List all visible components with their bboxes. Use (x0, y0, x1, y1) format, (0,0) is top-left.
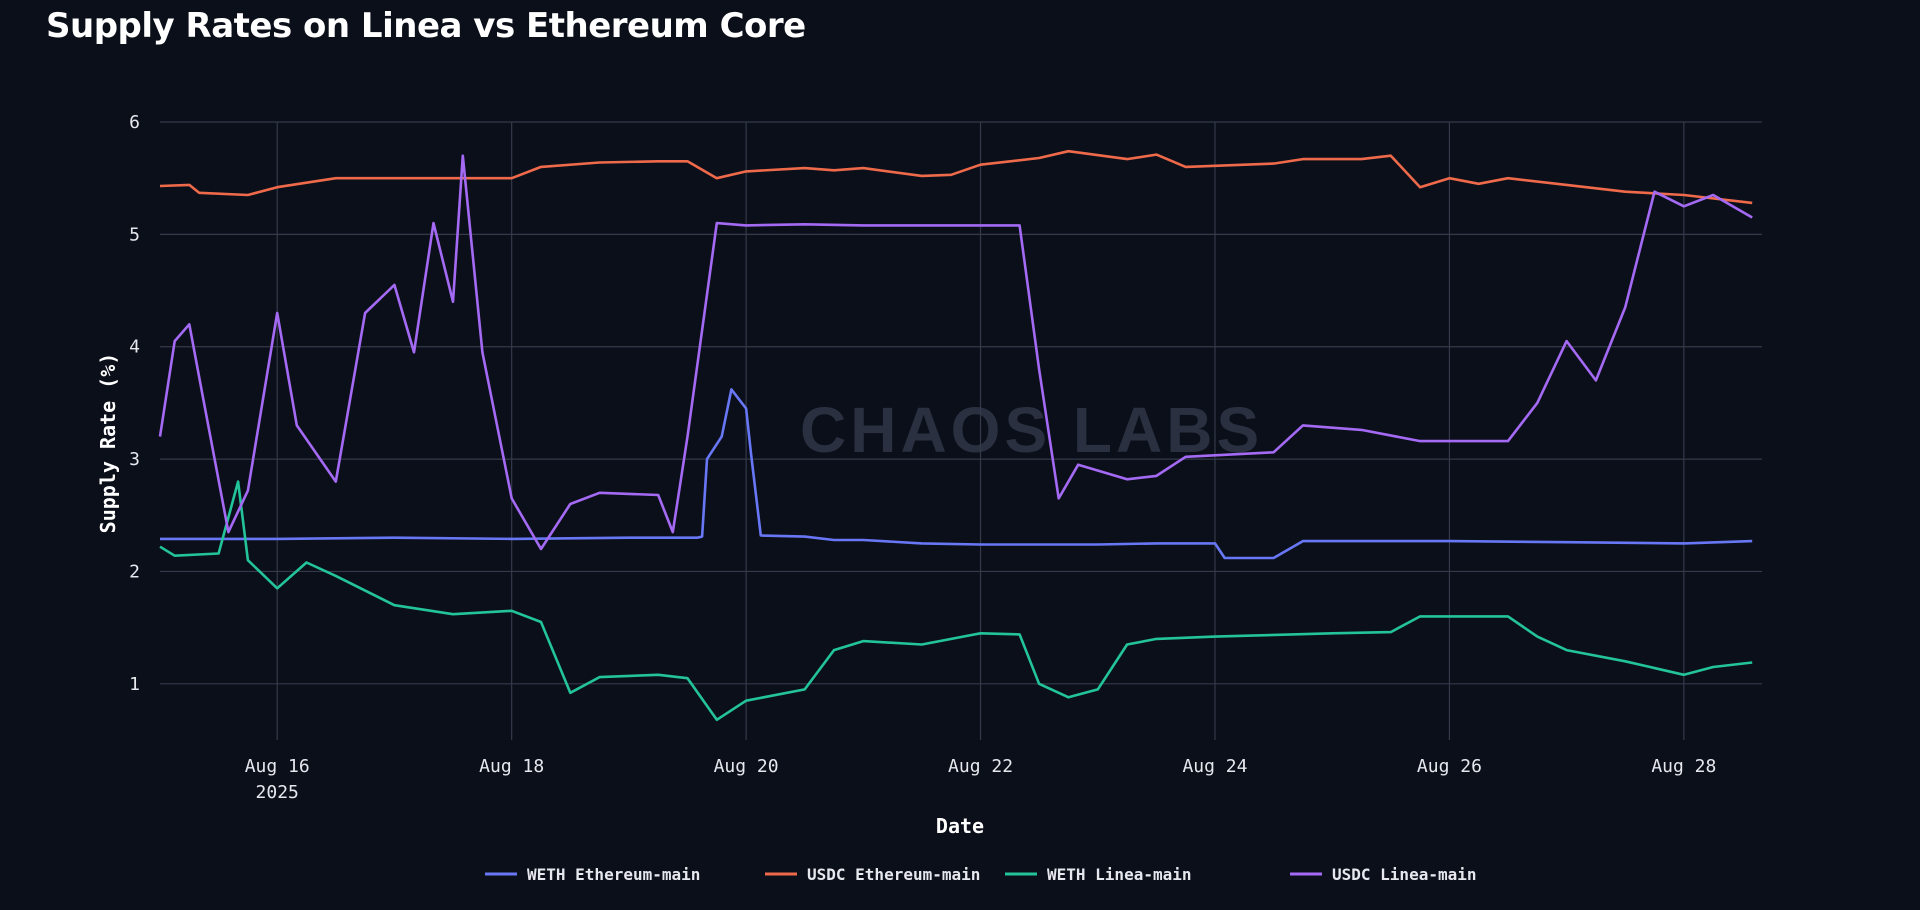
series-line-usdc-ethereum-main (159, 149, 1753, 205)
x-axis-title: Date (936, 814, 984, 838)
x-tick-label: Aug 18 (479, 756, 544, 777)
grid (160, 121, 1762, 740)
watermark: CHAOS LABS (800, 394, 1263, 466)
x-tick-label: Aug 24 (1182, 756, 1247, 777)
x-tick-label: Aug 22 (948, 756, 1013, 777)
x-tick-label: Aug 16 (245, 756, 310, 777)
series-line-weth-ethereum-main (160, 388, 1753, 560)
legend-label: USDC Ethereum-main (807, 865, 980, 884)
x-tick-label: Aug 26 (1417, 756, 1482, 777)
plot-area (158, 149, 1753, 722)
legend-label: WETH Ethereum-main (527, 865, 700, 884)
legend: WETH Ethereum-main USDC Ethereum-main WETH… (485, 865, 1477, 884)
y-tick-label: 5 (129, 224, 140, 245)
x-tick-sublabel: 2025 (256, 782, 299, 803)
y-tick-label: 1 (129, 674, 140, 695)
y-tick-label: 2 (129, 561, 140, 582)
legend-label: USDC Linea-main (1332, 865, 1477, 884)
y-tick-label: 6 (129, 112, 140, 133)
y-tick-label: 3 (129, 449, 140, 470)
x-tick-label: Aug 20 (714, 756, 779, 777)
chart-title: Supply Rates on Linea vs Ethereum Core (46, 6, 806, 46)
series-line-weth-linea-main (159, 480, 1753, 722)
legend-label: WETH Linea-main (1047, 865, 1192, 884)
y-tick-label: 4 (129, 337, 140, 358)
series-line-usdc-linea-main (158, 154, 1753, 551)
y-axis-title: Supply Rate (%) (96, 353, 120, 534)
y-axis: 1 2 3 4 5 6 (129, 112, 140, 695)
x-axis: Aug 16 2025 Aug 18 Aug 20 Aug 22 Aug 24 Aug 26… (245, 756, 1717, 803)
x-tick-label: Aug 28 (1651, 756, 1716, 777)
